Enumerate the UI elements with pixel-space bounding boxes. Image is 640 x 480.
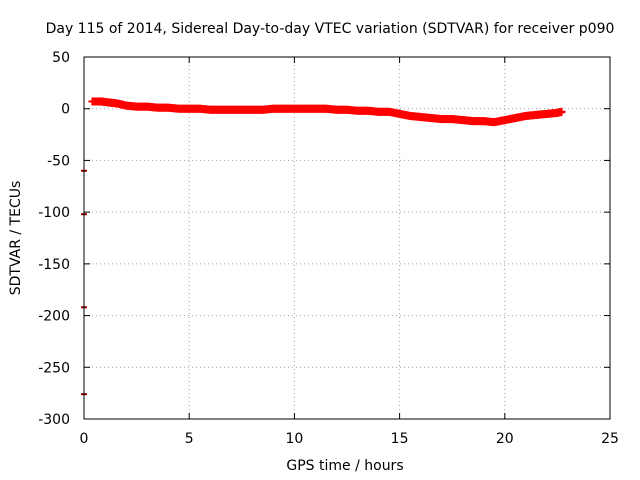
y-tick-label: -200 xyxy=(38,309,70,325)
x-tick-label: 15 xyxy=(391,431,409,447)
data-points xyxy=(81,97,566,396)
data-point xyxy=(557,107,566,116)
chart-title: Day 115 of 2014, Sidereal Day-to-day VTE… xyxy=(46,21,615,37)
plot-frame xyxy=(83,56,611,420)
y-tick-label: -50 xyxy=(47,153,70,169)
y-tick-label: -100 xyxy=(38,205,70,221)
y-axis-label: SDTVAR / TECUs xyxy=(8,181,24,296)
y-tick-label: -250 xyxy=(38,360,70,376)
x-tick-label: 10 xyxy=(285,431,303,447)
x-tick-label: 5 xyxy=(185,431,194,447)
y-tick-label: 0 xyxy=(61,102,70,118)
axis-ticks: 0 5 10 15 20 25 50 0 -50 -100 -150 -200 -250 -300 xyxy=(38,50,619,447)
y-tick-label: -150 xyxy=(38,257,70,273)
x-tick-label: 20 xyxy=(496,431,514,447)
x-tick-label: 25 xyxy=(601,431,619,447)
x-axis-label: GPS time / hours xyxy=(286,458,403,474)
x-tick-label: 0 xyxy=(80,431,89,447)
y-tick-label: -300 xyxy=(38,412,70,428)
y-tick-label: 50 xyxy=(52,50,70,66)
